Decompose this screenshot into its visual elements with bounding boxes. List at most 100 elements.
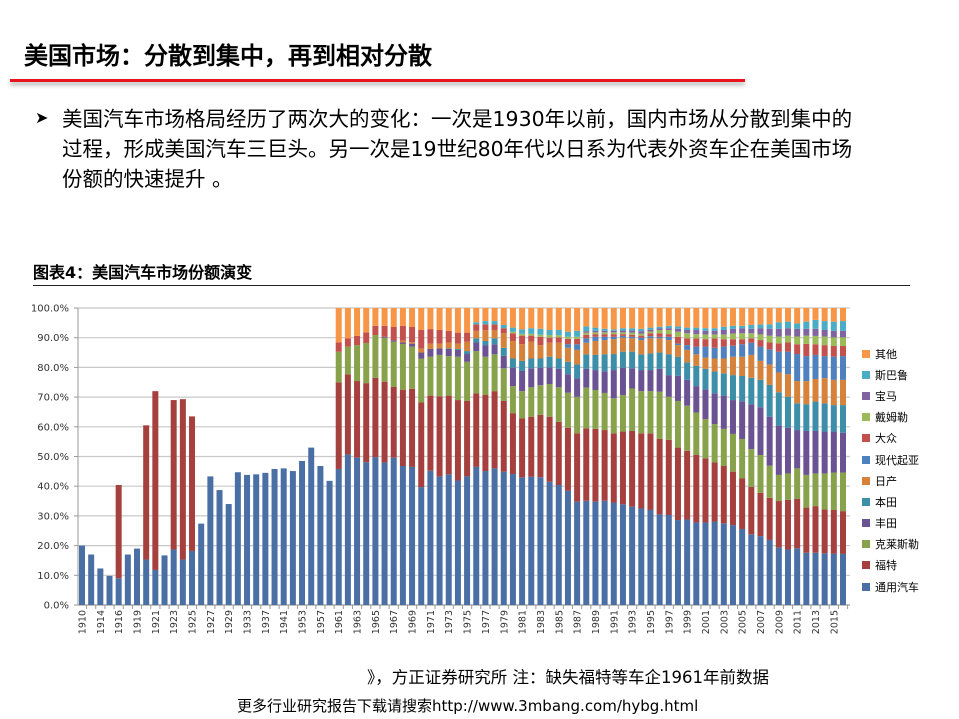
bar-segment-1968-2	[399, 343, 406, 390]
bar-segment-1990-10	[601, 328, 608, 331]
bar-segment-1995-7	[647, 333, 654, 337]
y-tick-label: 70.0%	[37, 393, 69, 404]
legend-label: 日产	[875, 474, 897, 488]
legend-swatch	[862, 497, 870, 506]
bar-segment-1971-0	[427, 470, 434, 605]
bar-segment-1989-2	[592, 389, 599, 429]
x-tick-label: 1963	[353, 610, 364, 634]
bar-segment-1967-11	[390, 308, 397, 328]
bar-segment-1975-3	[464, 354, 471, 362]
bar-segment-1993-2	[629, 388, 636, 431]
bar-segment-2012-8	[803, 335, 810, 344]
bar-segment-1962-0	[344, 454, 351, 605]
bar-segment-1968-1	[399, 389, 406, 467]
bar-segment-1955-0	[308, 447, 315, 605]
bar-segment-2001-8	[702, 334, 709, 340]
legend-label: 通用汽车	[875, 580, 919, 594]
legend-swatch	[862, 391, 870, 400]
bar-segment-1978-0	[491, 468, 498, 605]
bar-segment-1986-2	[564, 392, 571, 428]
bar-segment-2015-3	[830, 431, 837, 473]
bar-segment-2011-11	[794, 308, 801, 324]
bar-segment-2005-4	[739, 376, 746, 402]
bar-segment-2015-9	[830, 330, 837, 338]
bar-segment-2016-5	[840, 379, 846, 406]
bar-segment-2001-0	[702, 522, 709, 605]
bar-segment-1963-0	[354, 457, 361, 605]
bar-segment-1987-8	[574, 336, 581, 339]
bar-segment-1980-5	[509, 340, 516, 359]
bar-segment-1978-5	[491, 329, 498, 339]
bar-segment-1983-10	[537, 328, 544, 335]
bar-segment-2010-9	[784, 328, 791, 336]
bar-segment-1977-7	[482, 324, 489, 331]
bar-segment-1983-8	[537, 334, 544, 337]
bar-segment-1993-6	[629, 336, 636, 339]
bar-segment-1996-2	[656, 391, 663, 439]
bar-segment-1996-0	[656, 514, 663, 605]
bar-segment-1982-11	[528, 308, 535, 329]
x-tick-label: 2015	[829, 610, 840, 634]
bar-segment-1975-4	[464, 351, 471, 355]
bar-segment-1994-2	[638, 391, 645, 434]
bar-segment-1997-0	[665, 515, 672, 605]
bar-segment-1981-1	[519, 418, 526, 478]
bar-segment-2000-4	[693, 365, 700, 387]
bar-segment-1986-8	[564, 336, 571, 339]
bar-segment-2002-1	[711, 462, 718, 522]
bar-segment-2003-1	[720, 466, 727, 524]
bar-segment-1999-1	[684, 450, 691, 520]
bar-segment-2011-2	[794, 468, 801, 499]
y-tick-label: 50.0%	[37, 452, 69, 463]
x-tick-label: 1937	[261, 610, 272, 634]
bar-segment-1995-5	[647, 338, 654, 354]
bar-segment-2010-1	[784, 499, 791, 550]
legend-item: 丰田	[862, 513, 919, 534]
bar-segment-1972-0	[436, 476, 443, 605]
x-tick-label: 1919	[133, 610, 144, 634]
bar-segment-2016-6	[840, 356, 846, 380]
bar-segment-1991-3	[610, 370, 617, 399]
bar-segment-2003-5	[720, 358, 727, 374]
bar-segment-1973-11	[445, 308, 452, 331]
bar-segment-1981-5	[519, 344, 526, 361]
bar-segment-1961-1	[335, 382, 342, 469]
bar-segment-1979-2	[500, 368, 507, 401]
bar-segment-2002-4	[711, 371, 718, 394]
legend-swatch	[862, 413, 870, 422]
bar-segment-2011-9	[794, 328, 801, 337]
bar-segment-1997-2	[665, 396, 672, 440]
bar-segment-2015-11	[830, 308, 837, 322]
bar-segment-1999-4	[684, 362, 691, 380]
bar-segment-1990-9	[601, 330, 608, 333]
bar-segment-1989-1	[592, 428, 599, 502]
bar-segment-2005-0	[739, 528, 746, 605]
bar-segment-1994-5	[638, 340, 645, 355]
bar-segment-2000-5	[693, 354, 700, 366]
bar-segment-1981-2	[519, 391, 526, 419]
arrow-bullet-icon: ➤	[35, 108, 49, 127]
bar-segment-1981-0	[519, 477, 526, 605]
bar-segment-1915-0	[106, 575, 113, 605]
bar-segment-2014-5	[821, 378, 828, 404]
bar-segment-2016-8	[840, 337, 846, 347]
bar-segment-1978-7	[491, 324, 498, 330]
bar-segment-1998-0	[674, 520, 681, 605]
bar-segment-1964-11	[363, 308, 370, 333]
bar-segment-1969-5	[409, 342, 416, 344]
bar-segment-2014-10	[821, 321, 828, 330]
bar-segment-1980-11	[509, 308, 516, 328]
bar-segment-1970-1	[418, 402, 425, 488]
legend-swatch	[862, 434, 870, 443]
bar-segment-2011-1	[794, 498, 801, 549]
bar-segment-1988-1	[583, 428, 590, 501]
bar-segment-2004-10	[729, 325, 736, 329]
bar-segment-1976-3	[473, 342, 480, 352]
x-tick-label: 2013	[811, 610, 822, 634]
bar-segment-1984-1	[546, 416, 553, 482]
bar-segment-2016-7	[840, 346, 846, 357]
bar-segment-1983-0	[537, 477, 544, 605]
bar-segment-2013-4	[812, 401, 819, 431]
bar-segment-1975-0	[464, 476, 471, 605]
bar-segment-1995-6	[647, 336, 654, 339]
